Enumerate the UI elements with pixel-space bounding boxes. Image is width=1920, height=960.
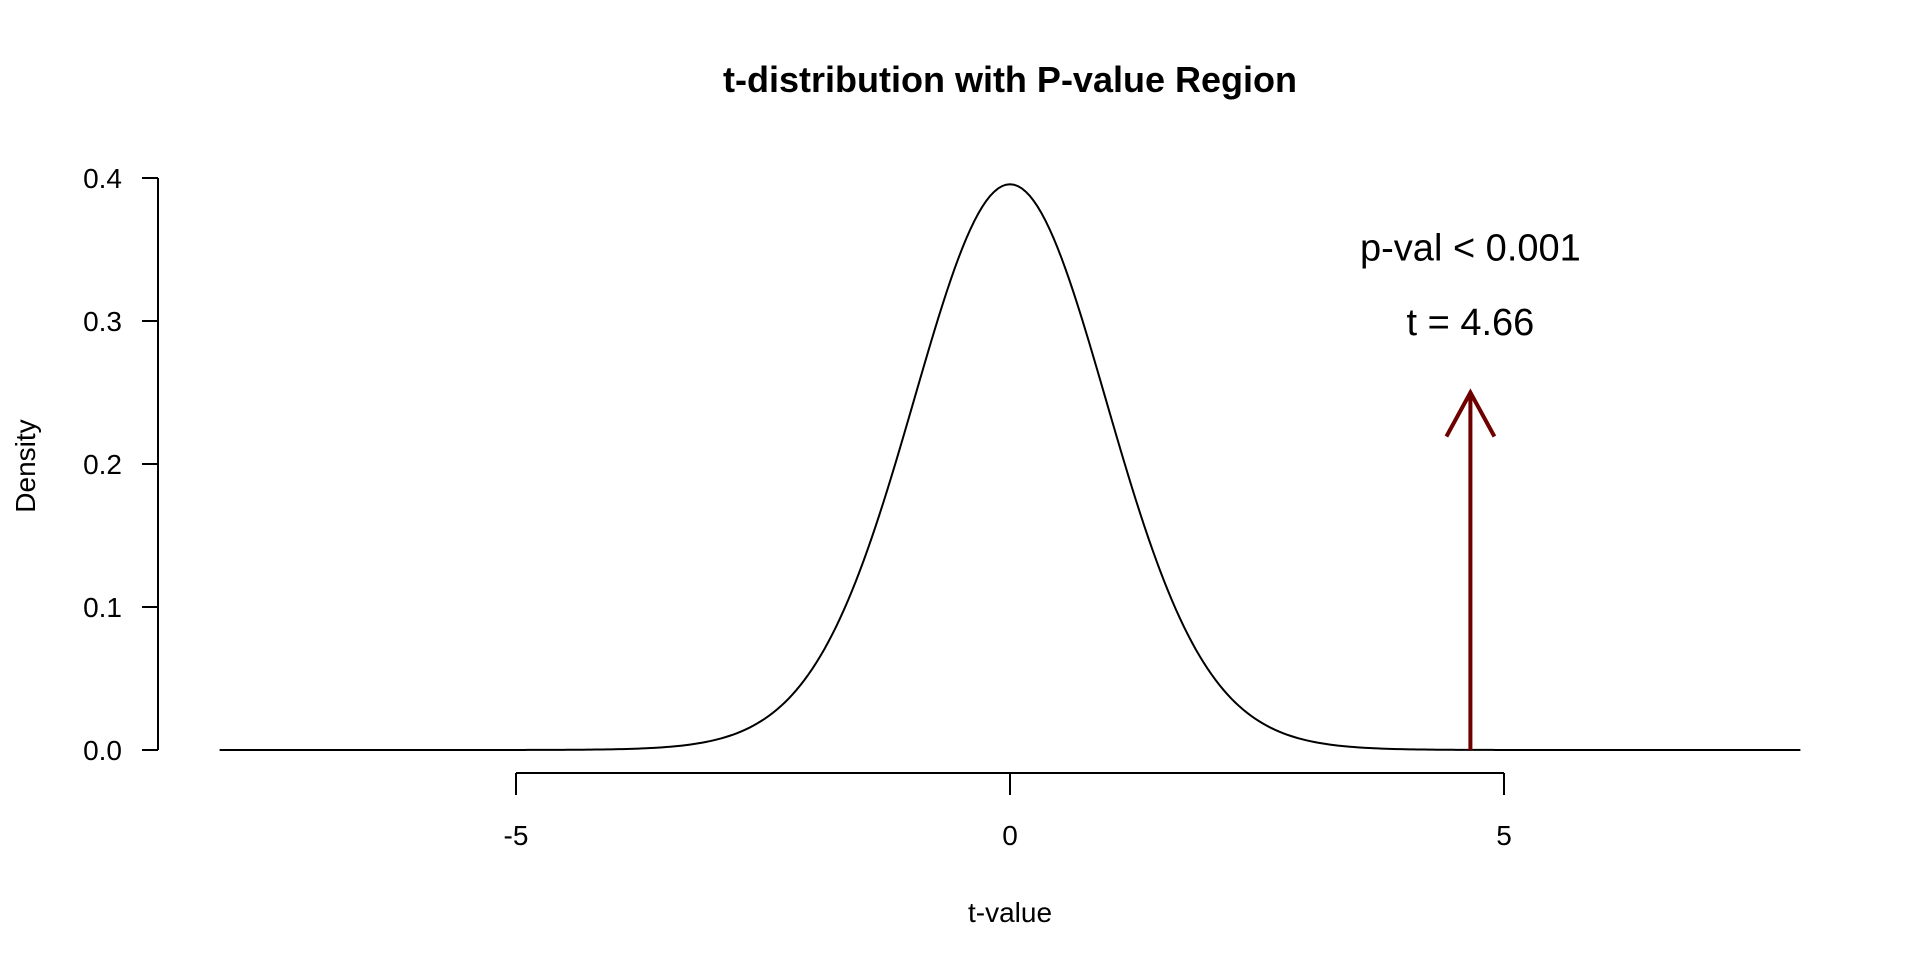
- x-tick-label: -5: [504, 820, 529, 851]
- y-tick-label: 0.0: [83, 735, 122, 766]
- plot-area: [219, 183, 1801, 751]
- y-tick-label: 0.4: [83, 163, 122, 194]
- annotation-text: p-val < 0.001: [1360, 228, 1581, 270]
- density-curve: [219, 183, 1801, 751]
- y-axis: 0.0 0.1 0.2 0.3 0.4: [83, 163, 159, 766]
- x-tick-label: 5: [1496, 820, 1512, 851]
- y-tick-label: 0.2: [83, 449, 122, 480]
- y-tick-label: 0.1: [83, 592, 122, 623]
- x-tick-label: 0: [1002, 820, 1018, 851]
- x-axis: -5 0 5: [504, 772, 1512, 851]
- chart-title: t-distribution with P-value Region: [723, 59, 1297, 100]
- y-axis-title: Density: [10, 419, 41, 512]
- x-axis-title: t-value: [968, 897, 1052, 928]
- arrow-head: [1444, 388, 1497, 438]
- annotations: p-val < 0.001 t = 4.66: [1360, 228, 1581, 750]
- annotation-text: t = 4.66: [1406, 302, 1534, 344]
- y-tick-label: 0.3: [83, 306, 122, 337]
